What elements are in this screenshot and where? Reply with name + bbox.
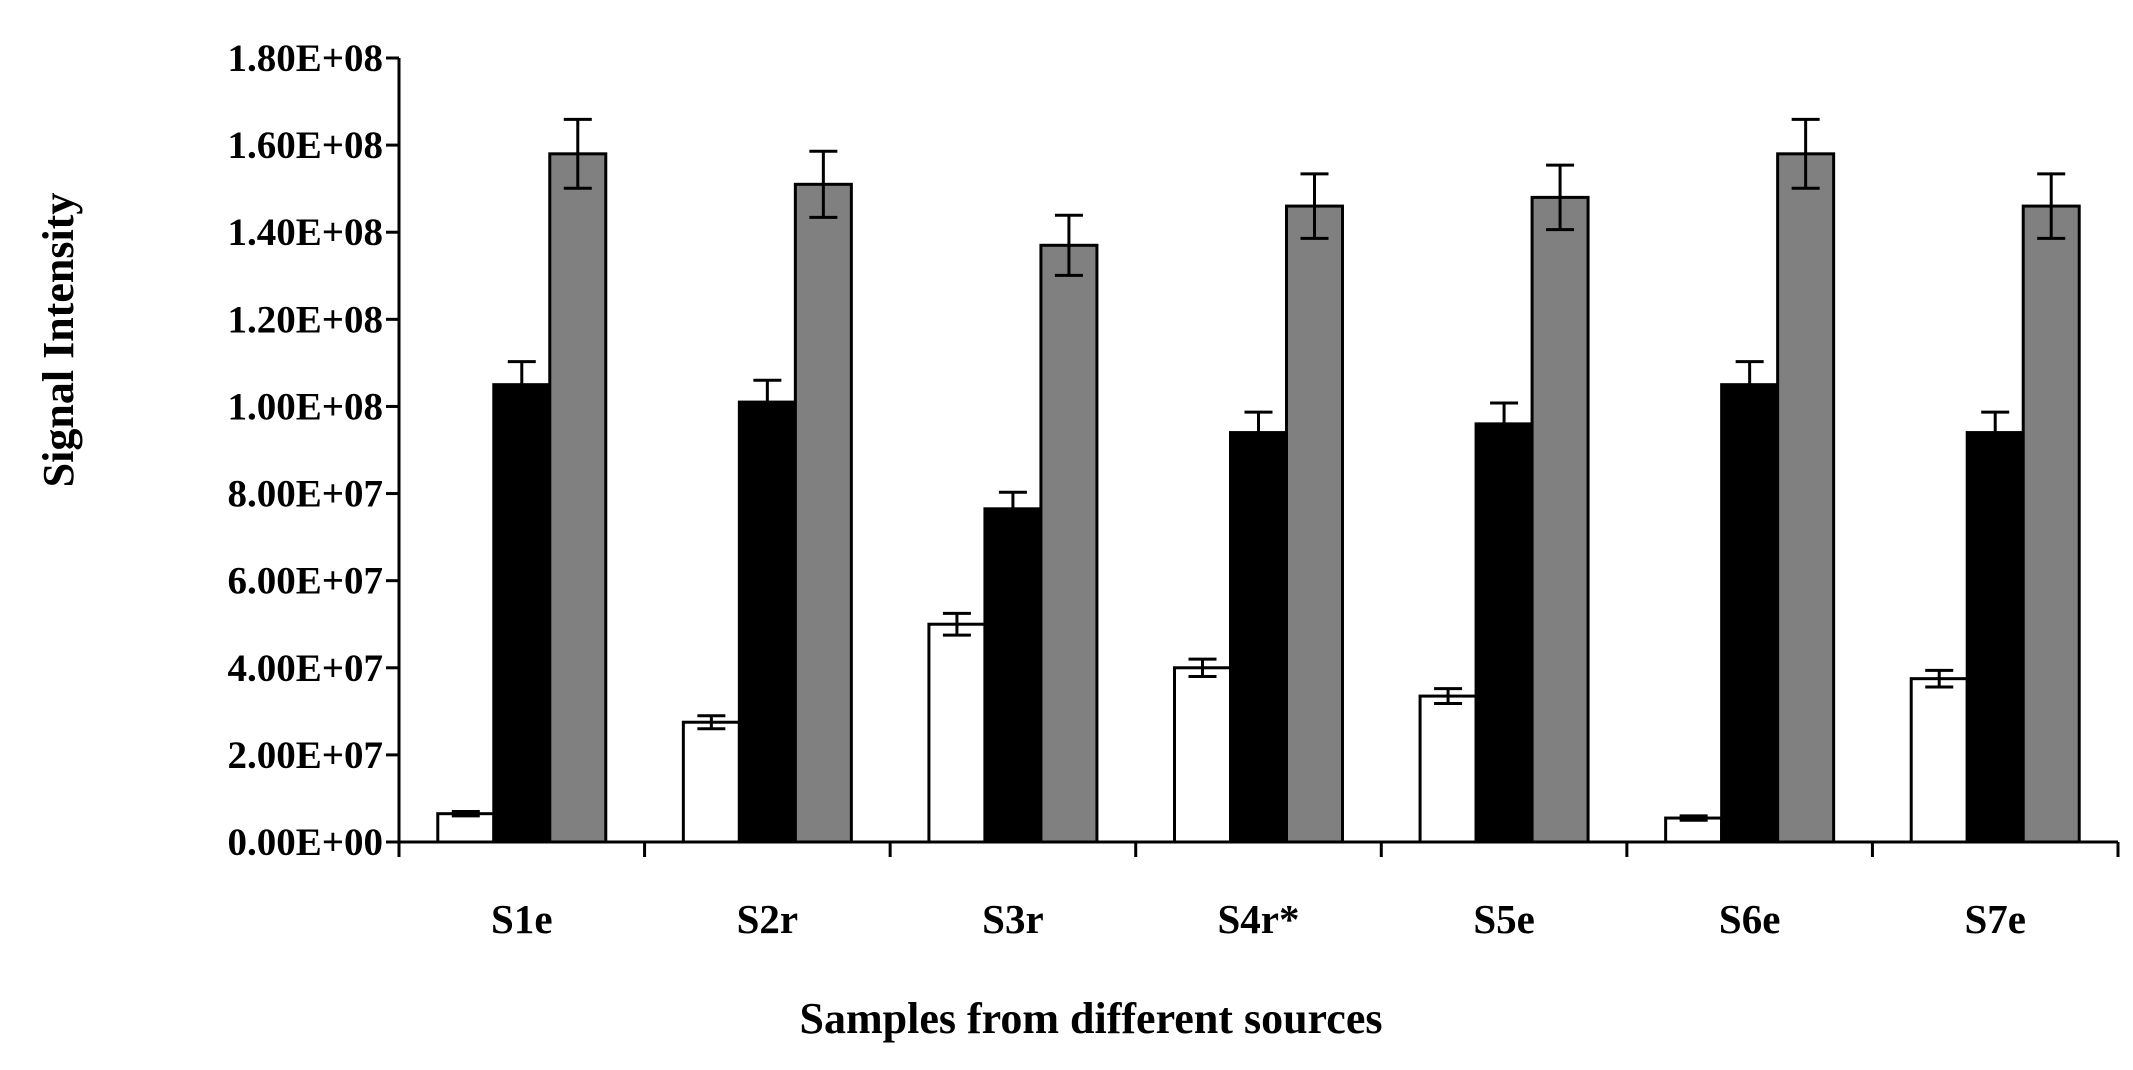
bar-S6e-series-3 [1776,152,1836,844]
y-tick-label: 6.00E+07 [228,560,384,603]
bar-S4r*-series-3 [1285,204,1344,844]
y-tick-label: 0.00E+00 [228,821,384,864]
y-tick-label: 1.00E+08 [228,385,384,428]
y-tick-label: 1.40E+08 [228,211,384,254]
y-tick-label: 8.00E+07 [228,473,384,516]
x-axis-title: Samples from different sources [800,994,1383,1043]
bar-S5e-series-3 [1530,195,1590,844]
bar-S4r*-series-2 [1229,431,1288,844]
bar-S1e-series-2 [492,383,552,844]
bar-S4r*-series-1 [1173,666,1232,844]
x-axis-ticks: S1e S2r S3r S4r* S5e S6e S7e [397,842,2120,942]
x-tick-label: S5e [1473,896,1535,942]
bar-S2r-series-2 [737,400,797,844]
bar-S5e-series-2 [1474,422,1534,844]
x-tick-label: S4r* [1218,896,1300,942]
bar-S1e-series-1 [436,812,496,844]
x-tick-label: S3r [982,896,1044,942]
error-bars [451,117,2066,822]
y-tick-label: 1.20E+08 [228,298,384,341]
y-axis-ticks: 0.00E+00 2.00E+07 4.00E+07 6.00E+07 8.00E+07… [228,37,399,864]
bar-S3r-series-2 [983,507,1043,844]
bar-S3r-series-3 [1039,243,1099,844]
bar-S3r-series-1 [927,622,987,844]
bar-S7e-series-1 [1909,677,1969,844]
y-tick-label: 1.60E+08 [228,124,384,167]
bar-S7e-series-3 [2021,204,2081,844]
x-tick-label: S7e [1964,896,2026,942]
x-tick-label: S1e [491,896,553,942]
bars [436,152,2081,844]
y-axis-title: Signal Intensity [34,193,83,488]
x-tick-label: S2r [737,896,799,942]
x-tick-label: S6e [1719,896,1781,942]
bar-S2r-series-1 [681,720,741,844]
bar-S1e-series-3 [548,152,608,844]
bar-S7e-series-2 [1965,431,2025,844]
bar-S5e-series-1 [1418,694,1478,844]
bar-S6e-series-2 [1720,383,1780,844]
y-tick-label: 1.80E+08 [228,37,384,80]
y-tick-label: 4.00E+07 [228,647,384,690]
bar-S2r-series-3 [793,182,853,844]
y-tick-label: 2.00E+07 [228,734,384,777]
